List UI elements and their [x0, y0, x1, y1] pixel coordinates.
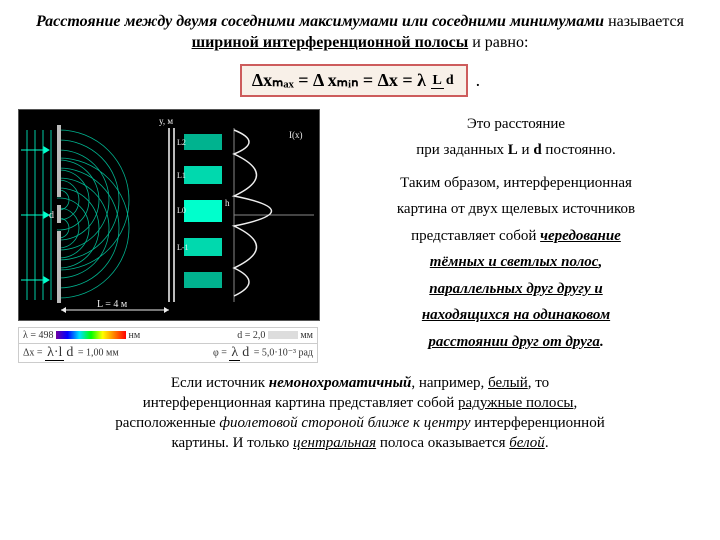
intro-text: Расстояние между двумя соседними максиму… — [18, 12, 702, 54]
intro-term: шириной интерференционной полосы — [192, 34, 469, 51]
svg-text:I(x): I(x) — [289, 130, 303, 140]
svg-text:L = 4 м: L = 4 м — [97, 299, 128, 310]
interference-svg: d y, м L2 L1 L0 L-1 — [19, 110, 319, 320]
svg-text:L-1: L-1 — [177, 243, 189, 252]
formula-row: Δxₘₐₓ = Δ xₘᵢₙ = Δx = λ Ld . — [18, 60, 702, 101]
right-description: Это расстояние при заданных L и d постоя… — [330, 109, 702, 363]
spectrum-bar — [56, 331, 126, 339]
intro-bold-italic: Расстояние между двумя соседними максиму… — [36, 13, 604, 30]
simulation-diagram: d y, м L2 L1 L0 L-1 — [18, 109, 318, 363]
sim-controls: λ = 498 нм d = 2,0 мм Δx = λ·ld = 1,00 м… — [18, 321, 318, 363]
formula-box: Δxₘₐₓ = Δ xₘᵢₙ = Δx = λ Ld — [240, 64, 468, 97]
svg-text:d: d — [49, 210, 54, 221]
svg-text:L0: L0 — [177, 206, 186, 215]
svg-text:L2: L2 — [177, 138, 186, 147]
middle-section: d y, м L2 L1 L0 L-1 — [18, 109, 702, 363]
svg-text:h: h — [225, 198, 230, 208]
svg-text:L1: L1 — [177, 171, 186, 180]
outro-text: Если источник немонохроматичный, наприме… — [18, 373, 702, 454]
svg-text:y, м: y, м — [159, 116, 173, 126]
formula-fraction: Ld — [431, 74, 456, 88]
